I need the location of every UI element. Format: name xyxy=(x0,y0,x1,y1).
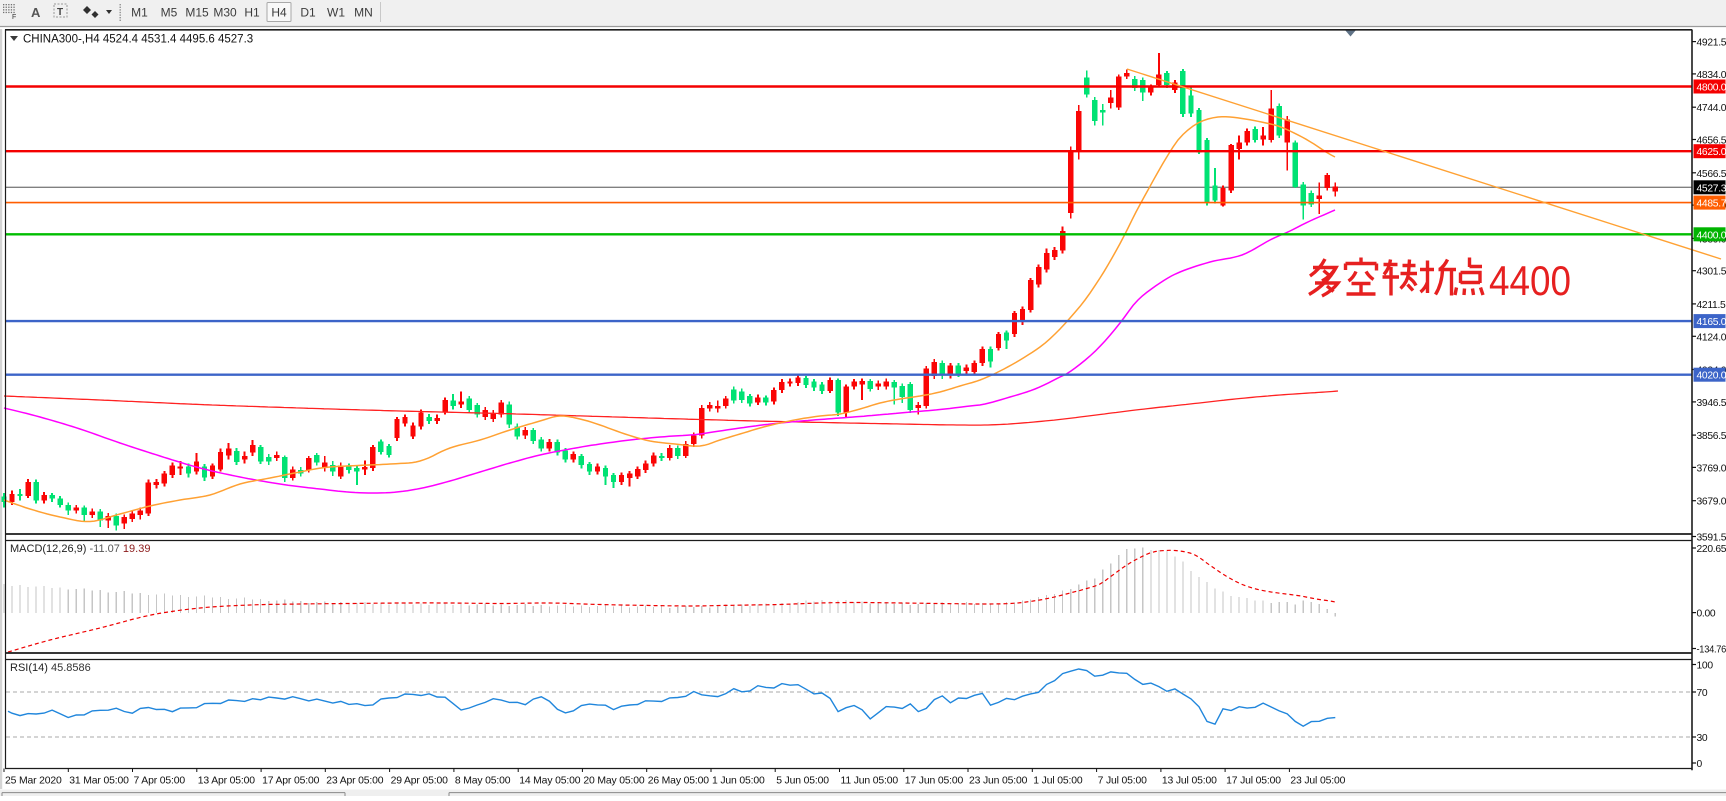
svg-text:70: 70 xyxy=(1697,688,1708,699)
svg-text:4400.0: 4400.0 xyxy=(1697,230,1726,241)
svg-text:M5: M5 xyxy=(161,6,178,20)
svg-text:4834.0: 4834.0 xyxy=(1697,70,1726,81)
svg-text:23 Jun 05:00: 23 Jun 05:00 xyxy=(969,776,1028,787)
svg-text:4485.7: 4485.7 xyxy=(1697,199,1726,210)
svg-text:3591.5: 3591.5 xyxy=(1697,533,1726,544)
svg-text:4527.3: 4527.3 xyxy=(1697,183,1726,194)
svg-text:7 Jul 05:00: 7 Jul 05:00 xyxy=(1098,776,1148,787)
svg-text:4921.5: 4921.5 xyxy=(1697,38,1726,49)
svg-text:4301.5: 4301.5 xyxy=(1697,267,1726,278)
svg-text:H1: H1 xyxy=(244,6,260,20)
svg-text:11 Jun 05:00: 11 Jun 05:00 xyxy=(841,776,899,787)
svg-text:4744.0: 4744.0 xyxy=(1697,103,1726,114)
svg-text:4800.0: 4800.0 xyxy=(1697,83,1726,94)
svg-text:CHINA300-,H4 4524.4 4531.4 44: CHINA300-,H4 4524.4 4531.4 4495.6 4527.3 xyxy=(23,34,253,46)
svg-text:30: 30 xyxy=(1697,733,1708,744)
svg-text:25 Mar 2020: 25 Mar 2020 xyxy=(5,776,62,787)
svg-text:8 May 05:00: 8 May 05:00 xyxy=(455,776,511,787)
svg-text:5 Jun 05:00: 5 Jun 05:00 xyxy=(776,776,829,787)
svg-text:17 Jul 05:00: 17 Jul 05:00 xyxy=(1226,776,1281,787)
svg-text:3769.0: 3769.0 xyxy=(1697,463,1726,474)
svg-text:20 May 05:00: 20 May 05:00 xyxy=(583,776,645,787)
svg-text:M15: M15 xyxy=(185,6,209,20)
svg-text:M1: M1 xyxy=(131,6,148,20)
svg-text:14 May 05:00: 14 May 05:00 xyxy=(519,776,581,787)
svg-text:31 Mar 05:00: 31 Mar 05:00 xyxy=(69,776,129,787)
svg-text:220.65: 220.65 xyxy=(1697,544,1726,555)
svg-text:-134.76: -134.76 xyxy=(1697,645,1726,656)
svg-text:A: A xyxy=(31,5,41,20)
svg-text:23 Apr 05:00: 23 Apr 05:00 xyxy=(326,776,384,787)
svg-text:MACD(12,26,9) -11.07 19.39: MACD(12,26,9) -11.07 19.39 xyxy=(10,543,150,555)
svg-text:1 Jul 05:00: 1 Jul 05:00 xyxy=(1033,776,1083,787)
svg-text:3856.5: 3856.5 xyxy=(1697,431,1726,442)
svg-text:100: 100 xyxy=(1697,661,1714,672)
svg-text:3679.0: 3679.0 xyxy=(1697,497,1726,508)
svg-text:T: T xyxy=(57,7,63,18)
svg-text:4400: 4400 xyxy=(1489,257,1571,304)
svg-text:F: F xyxy=(12,14,16,21)
svg-text:17 Jun 05:00: 17 Jun 05:00 xyxy=(905,776,964,787)
svg-text:4165.0: 4165.0 xyxy=(1697,317,1726,328)
svg-text:D1: D1 xyxy=(300,6,316,20)
svg-text:13 Jul 05:00: 13 Jul 05:00 xyxy=(1162,776,1217,787)
svg-text:MN: MN xyxy=(354,6,373,20)
svg-text:4211.5: 4211.5 xyxy=(1697,300,1726,311)
svg-text:RSI(14) 45.8586: RSI(14) 45.8586 xyxy=(10,662,91,674)
svg-text:W1: W1 xyxy=(327,6,345,20)
svg-text:7 Apr 05:00: 7 Apr 05:00 xyxy=(134,776,186,787)
svg-text:4625.0: 4625.0 xyxy=(1697,147,1726,158)
svg-text:3946.5: 3946.5 xyxy=(1697,398,1726,409)
svg-text:4124.0: 4124.0 xyxy=(1697,332,1726,343)
svg-text:H4: H4 xyxy=(271,6,287,20)
svg-text:1 Jun 05:00: 1 Jun 05:00 xyxy=(712,776,765,787)
svg-text:4566.5: 4566.5 xyxy=(1697,169,1726,180)
svg-text:M30: M30 xyxy=(213,6,237,20)
svg-text:0: 0 xyxy=(1697,759,1703,770)
svg-text:13 Apr 05:00: 13 Apr 05:00 xyxy=(198,776,256,787)
svg-text:29 Apr 05:00: 29 Apr 05:00 xyxy=(391,776,449,787)
svg-text:23 Jul 05:00: 23 Jul 05:00 xyxy=(1290,776,1345,787)
svg-text:26 May 05:00: 26 May 05:00 xyxy=(648,776,710,787)
svg-text:4020.0: 4020.0 xyxy=(1697,371,1726,382)
svg-text:17 Apr 05:00: 17 Apr 05:00 xyxy=(262,776,320,787)
svg-text:0.00: 0.00 xyxy=(1697,609,1716,620)
